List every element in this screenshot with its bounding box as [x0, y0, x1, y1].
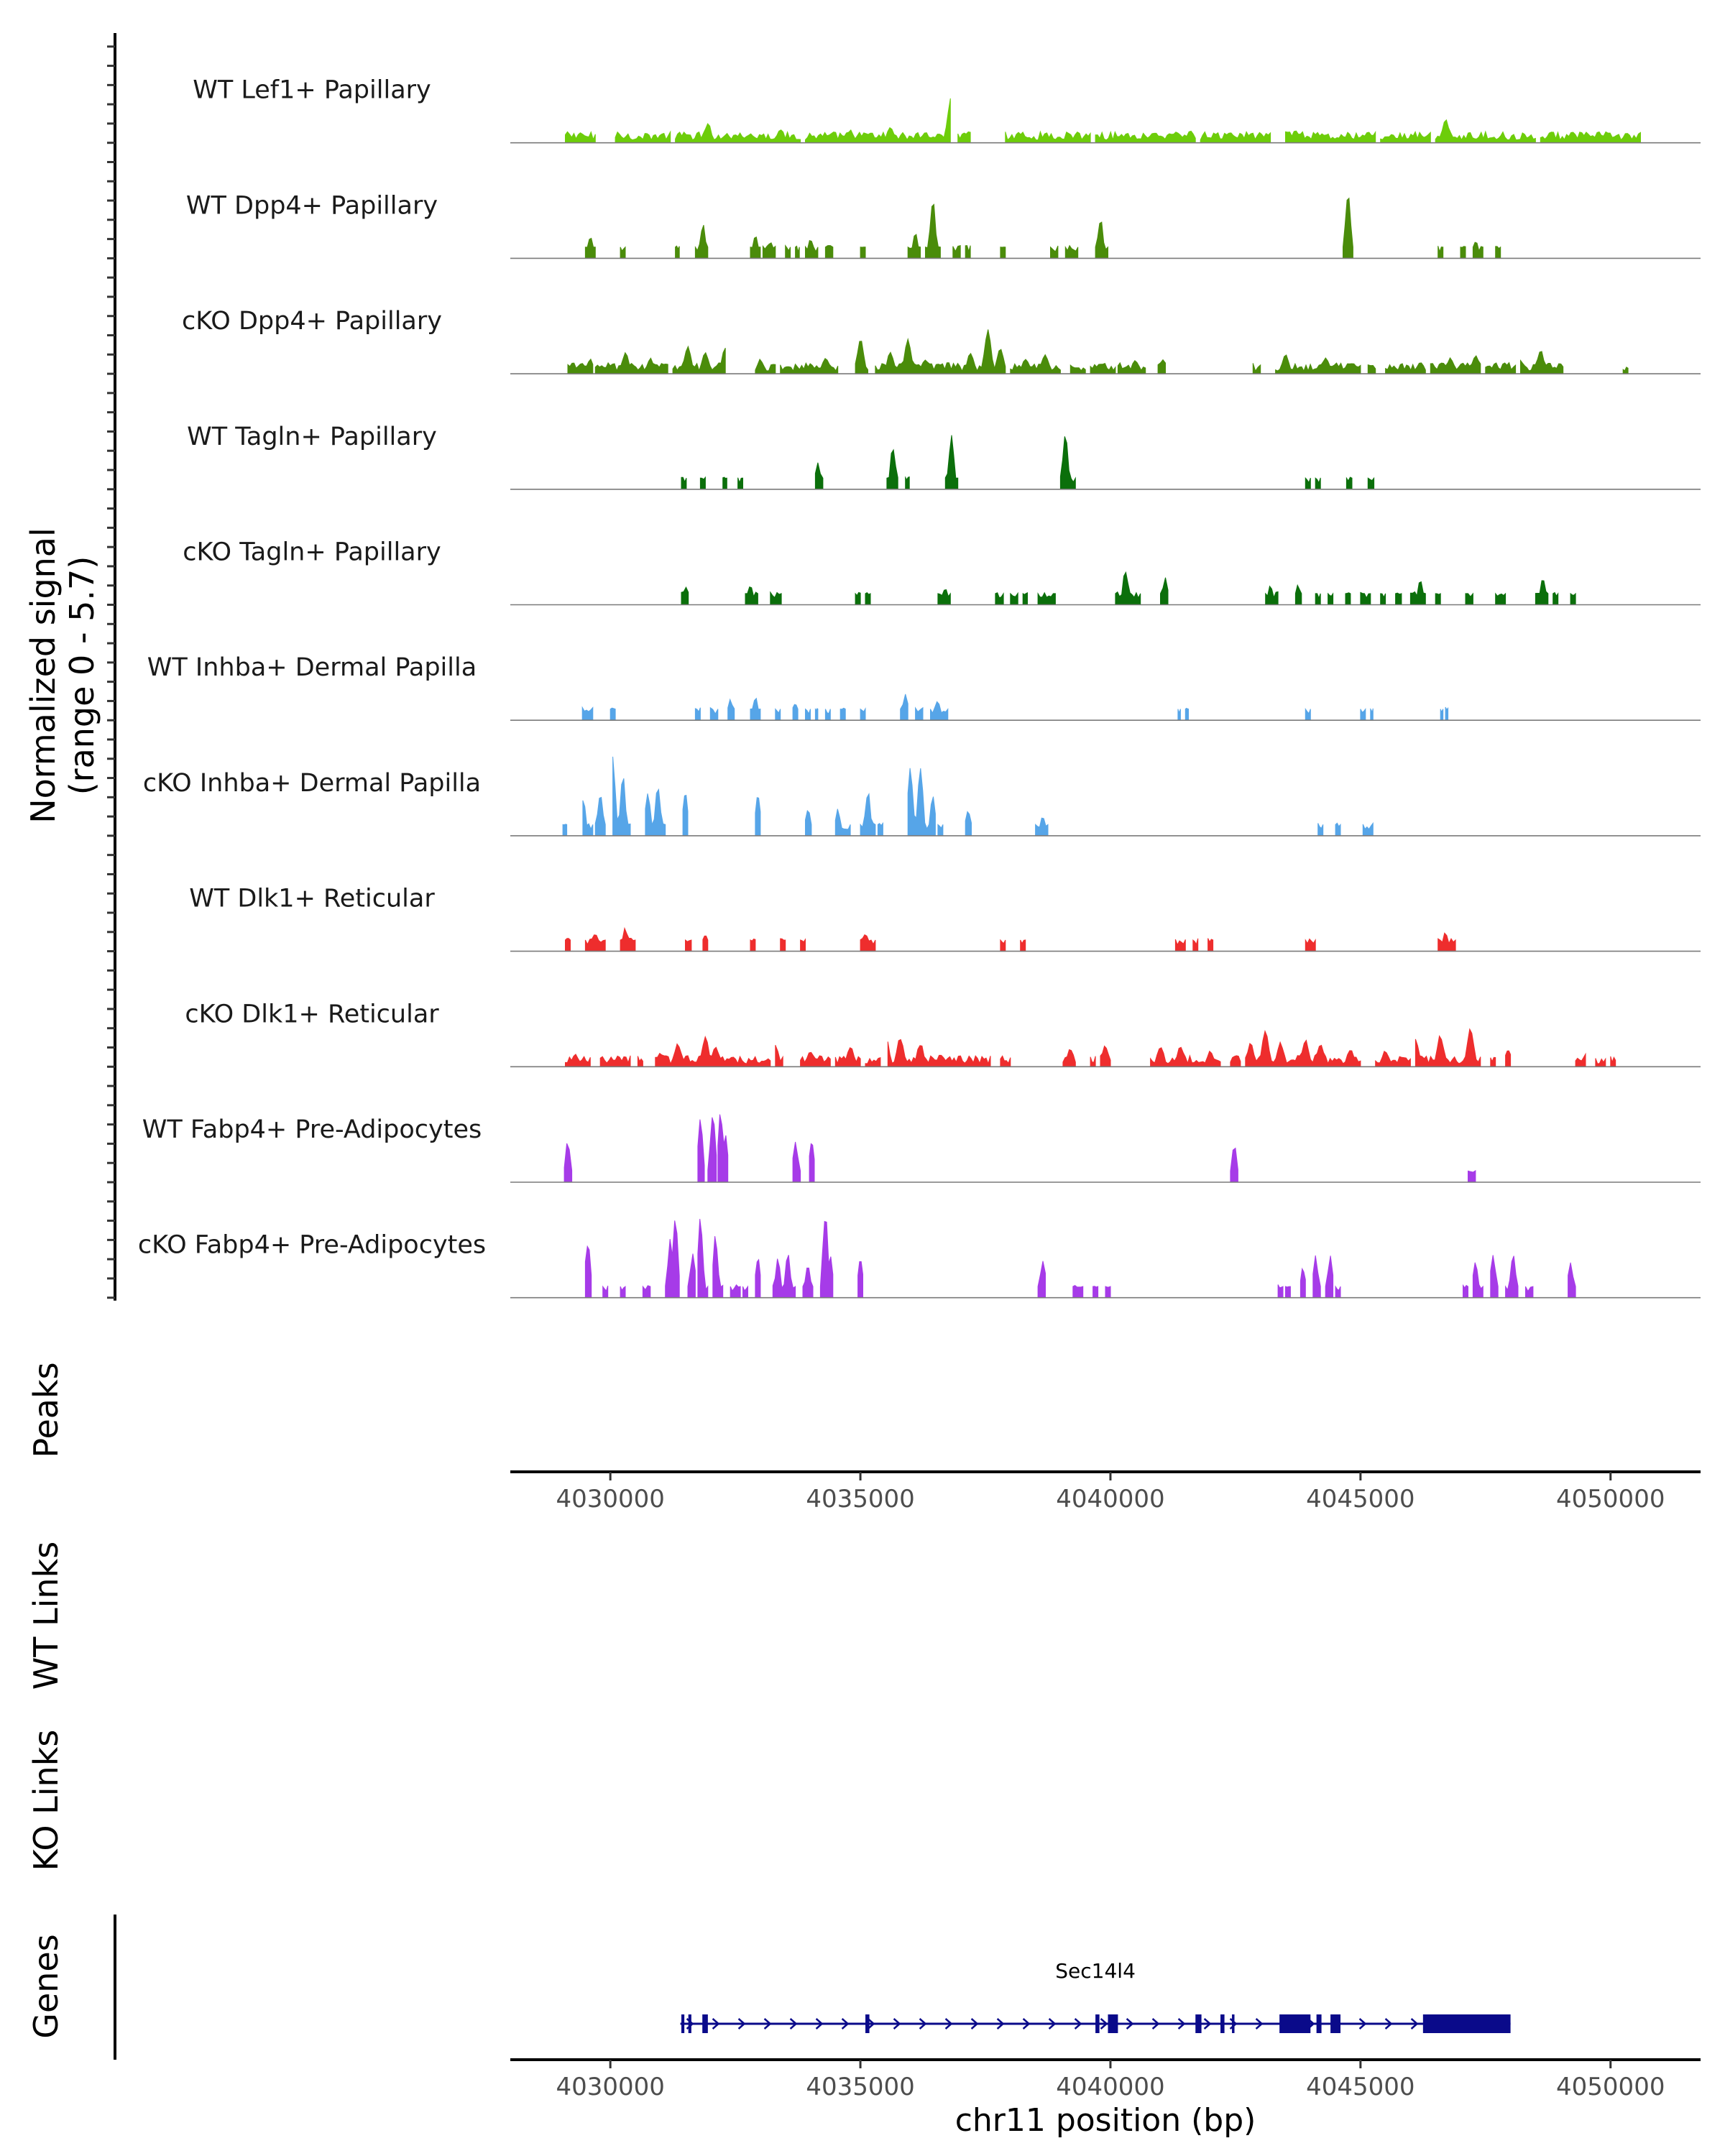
coverage-area [681, 435, 1375, 490]
gene-label: Sec14l4 [1055, 1959, 1136, 1983]
track-label: cKO Dpp4+ Papillary [182, 307, 442, 336]
gene-exon [1316, 2014, 1322, 2033]
coverage-area [564, 1114, 1476, 1183]
genes-panel-label: Genes [27, 1934, 65, 2038]
coverage-track: WT Inhba+ Dermal Papilla [147, 653, 1701, 722]
strand-arrow [763, 2018, 772, 2030]
x-tick-label: 4035000 [806, 1485, 914, 1514]
strand-arrow [1410, 2018, 1419, 2030]
strand-arrow [737, 2018, 746, 2030]
gene-exon [1108, 2014, 1118, 2033]
ko-links-panel-label: KO Links [27, 1730, 65, 1871]
strand-arrow [867, 2018, 875, 2030]
strand-arrow [1100, 2018, 1108, 2030]
track-label: cKO Inhba+ Dermal Papilla [143, 769, 481, 798]
coverage-y-label: Normalized signal [24, 528, 63, 824]
strand-arrow [1203, 2018, 1212, 2030]
x-tick-label: 4040000 [1056, 1485, 1164, 1514]
strand-arrow [1022, 2018, 1031, 2030]
x-tick-label: 4040000 [1056, 2073, 1164, 2101]
coverage-track: WT Dlk1+ Reticular [189, 885, 1701, 952]
gene-exon [702, 2014, 708, 2033]
x-axis-peaks: 4030000 4035000 4040000 4045000 4050000 [510, 1470, 1701, 1514]
track-label: cKO Tagln+ Papillary [183, 538, 441, 567]
strand-arrow [1151, 2018, 1160, 2030]
coverage-area [584, 1219, 1576, 1299]
coverage-track: WT Lef1+ Papillary [193, 76, 1701, 144]
gene-exon [1422, 2014, 1511, 2033]
coverage-track: cKO Inhba+ Dermal Papilla [143, 756, 1701, 837]
track-label: WT Inhba+ Dermal Papilla [147, 653, 477, 682]
strand-arrow [712, 2018, 720, 2030]
coverage-area [562, 756, 1374, 837]
strand-arrow [1126, 2018, 1134, 2030]
strand-arrow [970, 2018, 979, 2030]
coverage-track: WT Dpp4+ Papillary [186, 191, 1701, 259]
strand-arrow [893, 2018, 901, 2030]
track-label: WT Dpp4+ Papillary [186, 191, 438, 220]
strand-arrow [996, 2018, 1005, 2030]
strand-arrow [1358, 2018, 1367, 2030]
coverage-track: cKO Fabp4+ Pre-Adipocytes [138, 1219, 1701, 1299]
coverage-track: cKO Tagln+ Papillary [183, 538, 1701, 606]
wt-links-panel-label: WT Links [27, 1542, 65, 1690]
x-tick-label: 4045000 [1306, 1485, 1414, 1514]
coverage-area [584, 197, 1501, 259]
axes: Normalized signal (range 0 - 5.7) Peaks … [24, 33, 1701, 2139]
x-tick-label: 4030000 [556, 2073, 664, 2101]
track-label: cKO Dlk1+ Reticular [185, 1000, 439, 1028]
x-tick-label: 4045000 [1306, 2073, 1414, 2101]
track-label: WT Lef1+ Papillary [193, 76, 431, 105]
gene-exon [681, 2014, 685, 2033]
coverage-track: WT Tagln+ Papillary [187, 423, 1701, 490]
gene-exon [688, 2014, 691, 2033]
gene-exon [1232, 2014, 1235, 2033]
coverage-area [681, 571, 1576, 605]
strand-arrow [944, 2018, 953, 2030]
coverage-track: WT Fabp4+ Pre-Adipocytes [142, 1114, 1701, 1183]
coverage-range-label: (range 0 - 5.7) [63, 556, 101, 796]
coverage-track: cKO Dpp4+ Papillary [182, 307, 1701, 374]
gene-exon [1195, 2014, 1202, 2033]
strand-arrow [815, 2018, 824, 2030]
strand-arrow [919, 2018, 927, 2030]
coverage-tracks: WT Lef1+ Papillary WT Dpp4+ Papillary cKO … [138, 76, 1701, 1299]
gene-exon [1279, 2014, 1311, 2033]
strand-arrow [1048, 2018, 1057, 2030]
track-label: WT Tagln+ Papillary [187, 423, 437, 451]
x-tick-label: 4050000 [1556, 1485, 1665, 1514]
x-tick-label: 4030000 [556, 1485, 664, 1514]
coverage-area [565, 1028, 1616, 1067]
track-label: WT Fabp4+ Pre-Adipocytes [142, 1115, 482, 1144]
strand-arrow [789, 2018, 798, 2030]
track-label: cKO Fabp4+ Pre-Adipocytes [138, 1231, 486, 1260]
gene-model: Sec14l4 [680, 1959, 1511, 2033]
strand-arrow [1074, 2018, 1082, 2030]
x-tick-label: 4035000 [806, 2073, 914, 2101]
strand-arrow [1177, 2018, 1186, 2030]
coverage-area [565, 98, 1641, 144]
gene-exon [1330, 2014, 1341, 2033]
coverage-area [567, 329, 1629, 374]
x-tick-label: 4050000 [1556, 2073, 1665, 2101]
peaks-panel-label: Peaks [27, 1362, 65, 1457]
x-axis-label: chr11 position (bp) [955, 2102, 1256, 2139]
x-axis-genes: 4030000 4035000 4040000 4045000 4050000 [510, 2058, 1701, 2101]
coverage-area [565, 926, 1456, 952]
strand-arrow [841, 2018, 850, 2030]
strand-arrow [1255, 2018, 1264, 2030]
gene-exon [1220, 2014, 1225, 2033]
coverage-area [581, 694, 1449, 721]
track-label: WT Dlk1+ Reticular [189, 885, 435, 913]
coverage-track: cKO Dlk1+ Reticular [185, 1000, 1701, 1068]
gene-exon [1095, 2014, 1100, 2033]
gene-exon [865, 2014, 870, 2033]
strand-arrow [1384, 2018, 1393, 2030]
gene-annotations: Sec14l4 [680, 1959, 1511, 2033]
